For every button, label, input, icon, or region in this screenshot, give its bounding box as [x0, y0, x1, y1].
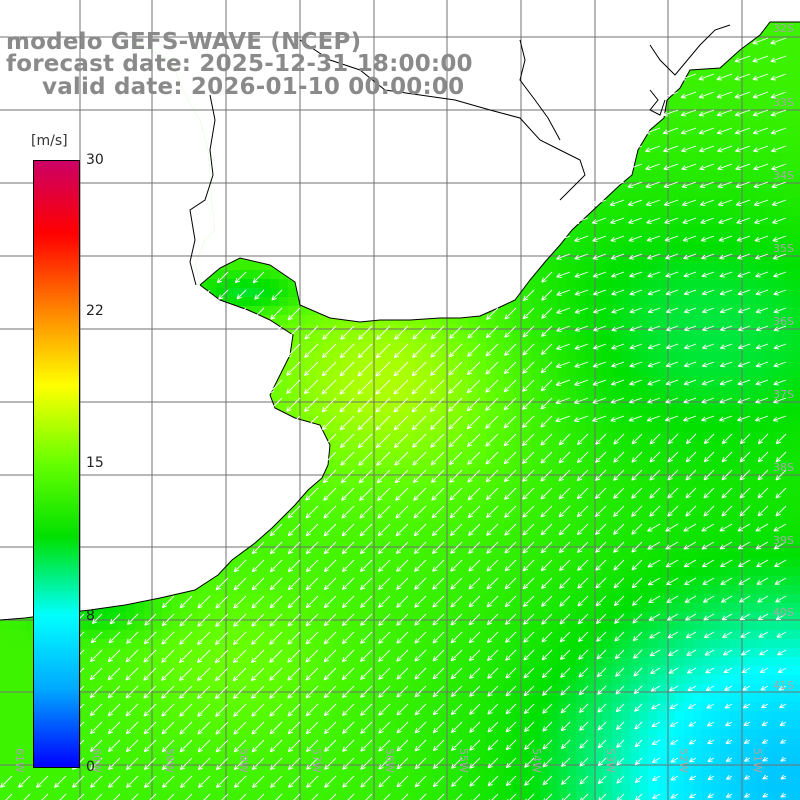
lat-label: 38S [773, 461, 794, 474]
lat-label: 35S [773, 242, 794, 255]
lat-label: 36S [773, 315, 794, 328]
colorbar-tick-22: 22 [86, 303, 104, 319]
lon-label: 58W [237, 748, 250, 773]
colorbar-tick-15: 15 [86, 455, 104, 471]
coastline [0, 21, 800, 621]
wind-direction-arrows [0, 37, 787, 800]
valid-date: valid date: 2026-01-10 00:00:00 [42, 74, 465, 100]
lat-label: 37S [773, 388, 794, 401]
colorbar-unit-label: [m/s] [31, 133, 68, 149]
lon-label: 59W [163, 748, 176, 773]
forecast-date: forecast date: 2025-12-31 18:00:00 [6, 51, 473, 77]
lat-label: 39S [773, 534, 794, 547]
model-title: modelo GEFS-WAVE (NCEP) [6, 29, 362, 55]
lat-label: 34S [773, 169, 794, 182]
lon-label: 55W [457, 748, 470, 773]
lon-label: 51W [751, 748, 764, 773]
lon-label: 60W [90, 748, 103, 773]
colorbar-tick-0: 0 [86, 759, 95, 775]
lon-label: 54W [530, 748, 543, 773]
lon-label: 61W [13, 748, 26, 773]
lat-label: 40S [773, 606, 794, 619]
lat-label: 41S [773, 679, 794, 692]
colorbar-tick-8: 8 [86, 608, 95, 624]
lon-label: 52W [677, 748, 690, 773]
latitude-labels: 32S 33S 34S 35S 36S 37S 38S 39S 40S 41S [773, 22, 794, 692]
colorbar-tick-30: 30 [86, 152, 104, 168]
lat-label: 33S [773, 96, 794, 109]
lon-label: 56W [383, 748, 396, 773]
lon-label: 57W [310, 748, 323, 773]
longitude-labels: 61W 60W 59W 58W 57W 56W 55W 54W 53W 52W 51W [13, 748, 764, 773]
lat-label: 32S [773, 22, 794, 35]
lon-label: 53W [604, 748, 617, 773]
colorbar [33, 160, 80, 768]
